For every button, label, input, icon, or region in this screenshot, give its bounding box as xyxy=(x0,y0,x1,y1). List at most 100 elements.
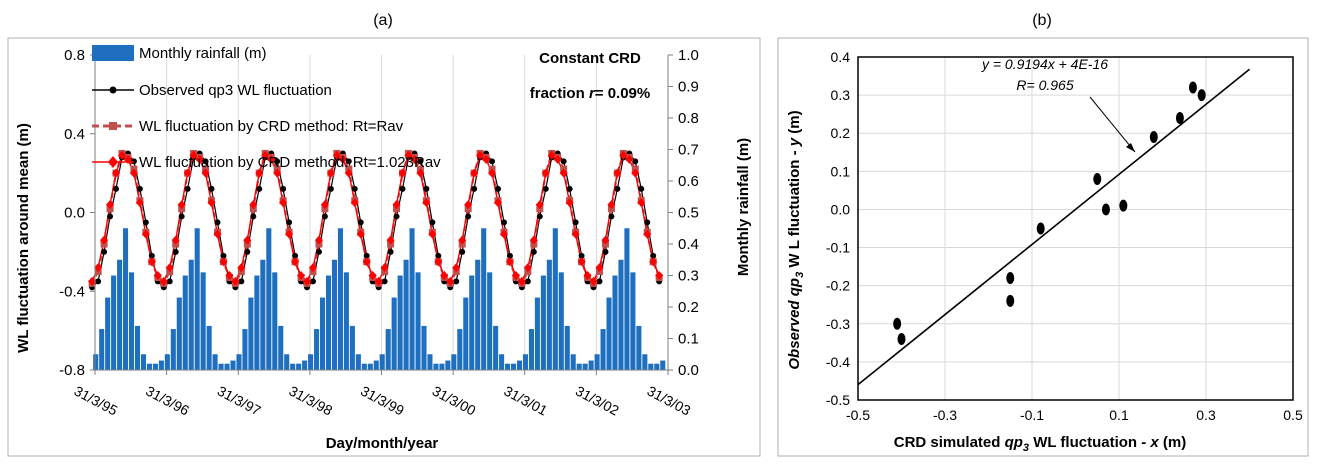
panel-a-right-tick-label: 0.7 xyxy=(678,142,699,159)
crd-1023-point xyxy=(189,150,198,160)
crd-1023-point xyxy=(649,257,658,267)
observed-point xyxy=(536,213,543,220)
panel-b-y-tick-label: -0.4 xyxy=(826,354,850,370)
crd-1023-point xyxy=(535,200,544,210)
panel-b-y-tick-label: -0.5 xyxy=(826,392,850,408)
observed-point xyxy=(345,158,352,165)
panel-b-x-tick-label: 0.5 xyxy=(1283,407,1303,423)
wl-series xyxy=(88,149,664,291)
crd-1023-point xyxy=(577,257,586,267)
observed-point xyxy=(435,252,442,259)
crd-1023-point xyxy=(368,271,377,280)
panel-a-left-tick-label: -0.4 xyxy=(59,283,85,300)
crd-1023-point xyxy=(517,276,526,286)
legend-marker-crd-rav xyxy=(109,122,117,130)
panel-b-label: (b) xyxy=(1032,12,1052,29)
crd-1023-point xyxy=(523,263,532,273)
rainfall-bar xyxy=(349,325,355,370)
observed-point xyxy=(250,213,257,220)
crd-1023-point xyxy=(601,235,610,245)
rainfall-bar xyxy=(397,275,403,370)
rainfall-bar xyxy=(194,228,200,370)
crd-1023-point xyxy=(171,235,180,245)
crd-1023-point xyxy=(452,263,461,273)
panel-b-y-tick-label: 0.4 xyxy=(831,49,851,65)
rainfall-bar xyxy=(481,228,487,370)
panel-b-y-tick-label: -0.1 xyxy=(826,240,850,256)
rainfall-bar xyxy=(337,228,343,370)
rainfall-bar xyxy=(105,297,111,370)
rainfall-bar xyxy=(272,272,278,370)
observed-point xyxy=(572,219,579,226)
crd-1023-point xyxy=(607,200,616,210)
legend-marker-observed xyxy=(109,86,117,94)
trendline-line xyxy=(857,68,1251,386)
crd-1023-point xyxy=(458,235,467,245)
observed-point xyxy=(578,252,585,259)
rainfall-bar xyxy=(624,228,630,370)
rainfall-bar xyxy=(296,363,302,370)
rainfall-bar xyxy=(534,297,540,370)
rainfall-bar xyxy=(552,228,558,370)
crd-1023-point xyxy=(380,263,389,273)
crd-1023-point xyxy=(386,235,395,245)
rainfall-bar xyxy=(254,275,260,370)
crd-1023-point xyxy=(94,263,103,273)
crd-1023-point xyxy=(249,200,258,210)
crd-1023-point xyxy=(195,154,204,164)
crd-1023-point xyxy=(291,257,300,267)
panel-a-frame xyxy=(7,37,761,457)
crd-1023-point xyxy=(267,154,276,164)
legend-swatch-rainfall xyxy=(92,45,134,61)
crd-1023-point xyxy=(326,168,335,178)
rainfall-bar xyxy=(319,297,326,370)
observed-point xyxy=(530,248,537,255)
crd-1023-point xyxy=(314,235,323,245)
observed-point xyxy=(280,185,287,192)
rainfall-bar xyxy=(546,259,552,370)
rainfall-bar xyxy=(660,360,666,370)
panel-b-x-tick-label: 0.3 xyxy=(1196,407,1216,423)
observed-point xyxy=(393,213,400,220)
crd-1023-point xyxy=(571,229,580,239)
panel-a-right-tick-label: 0.8 xyxy=(678,110,699,127)
rainfall-bar xyxy=(409,228,415,370)
observed-point xyxy=(602,248,609,255)
rainfall-bar xyxy=(499,354,505,370)
observed-point xyxy=(142,219,149,226)
crd-1023-point xyxy=(565,198,574,208)
rainfall-bar xyxy=(278,325,284,370)
legend-label-crd-rav: WL fluctuation by CRD method: Rt=Rav xyxy=(139,118,404,135)
rainfall-bar xyxy=(510,363,517,370)
rainfall-bar xyxy=(642,354,648,370)
trendline xyxy=(857,68,1251,386)
observed-point xyxy=(495,185,502,192)
rainfall-bar xyxy=(123,228,129,370)
observed-point xyxy=(208,185,215,192)
rainfall-bar xyxy=(570,354,576,370)
crd-1023-point xyxy=(88,276,97,286)
rainfall-bars xyxy=(93,228,666,370)
crd-1023-point xyxy=(613,168,622,178)
panel-a-right-tick-label: 0.5 xyxy=(678,205,699,222)
observed-point xyxy=(596,278,603,285)
scatter-point xyxy=(1175,111,1184,124)
observed-point xyxy=(238,278,245,285)
rainfall-bar xyxy=(445,360,451,370)
crd-1023-point xyxy=(511,271,520,280)
crd-1023-point xyxy=(559,168,568,178)
crd-1023-point xyxy=(177,200,186,210)
rainfall-bar xyxy=(558,272,564,370)
observed-point xyxy=(178,213,185,220)
crd-1023-point xyxy=(261,150,270,160)
panel-b-x-tick-label: -0.1 xyxy=(1020,407,1044,423)
crd-1023-point xyxy=(529,235,538,245)
scatter-point xyxy=(1101,203,1110,216)
rainfall-bar xyxy=(385,329,391,370)
panel-a-right-tick-label: 0.1 xyxy=(678,331,699,348)
rainfall-bar xyxy=(158,360,164,370)
rainfall-bar xyxy=(493,325,499,370)
scatter-point xyxy=(1197,89,1206,102)
observed-point xyxy=(524,278,531,285)
